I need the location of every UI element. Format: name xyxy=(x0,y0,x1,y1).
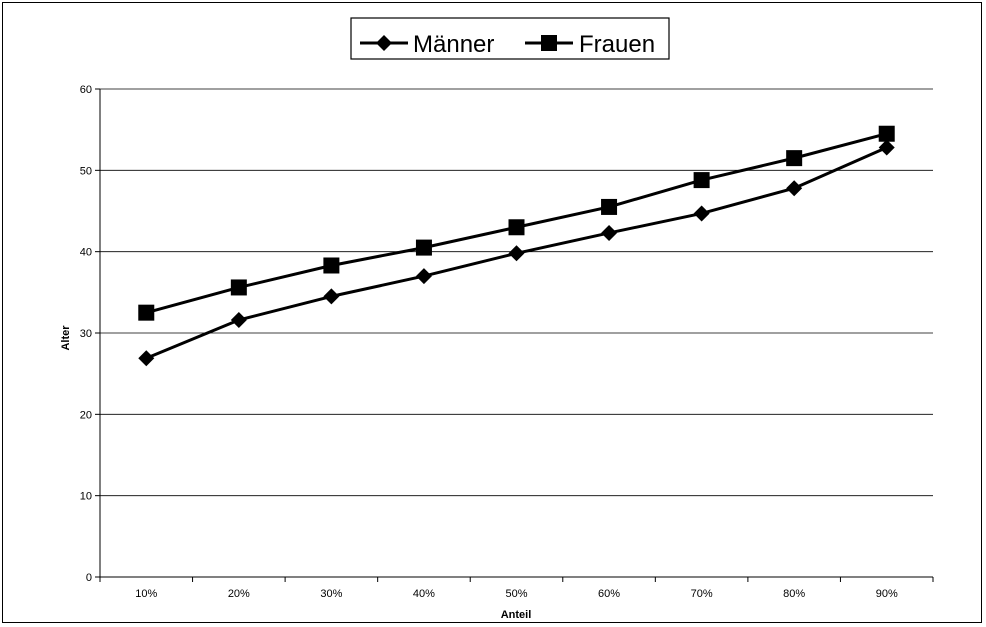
x-tick-label: 10% xyxy=(135,588,157,600)
series xyxy=(138,125,895,367)
data-point-diamond xyxy=(323,288,340,305)
data-point-square xyxy=(878,125,895,142)
series-diamond xyxy=(138,139,895,367)
x-tick-label: 20% xyxy=(228,588,250,600)
legend-marker-square xyxy=(541,35,557,51)
data-point-diamond xyxy=(786,180,803,197)
y-tick-label: 50 xyxy=(80,165,92,177)
y-tick-label: 30 xyxy=(80,328,92,340)
data-point-diamond xyxy=(508,245,525,262)
legend-marker-diamond xyxy=(376,35,392,51)
legend-label-frauen: Frauen xyxy=(579,31,655,58)
data-point-diamond xyxy=(601,224,618,241)
legend: Männer Frauen xyxy=(350,17,670,60)
y-axis-title: Alter xyxy=(60,325,72,351)
data-point-square xyxy=(323,257,340,274)
y-tick-label: 40 xyxy=(80,247,92,259)
y-tick-label: 10 xyxy=(80,491,92,503)
x-tick-label: 40% xyxy=(413,588,435,600)
data-point-diamond xyxy=(415,268,432,285)
data-point-diamond xyxy=(138,350,155,367)
x-axis-title: Anteil xyxy=(501,609,532,621)
data-point-square xyxy=(693,172,710,189)
data-point-diamond xyxy=(693,205,710,222)
x-tick-label: 90% xyxy=(876,588,898,600)
x-tick-label: 50% xyxy=(505,588,527,600)
data-point-diamond xyxy=(230,311,247,328)
series-square xyxy=(138,125,895,321)
data-point-diamond xyxy=(878,139,895,156)
data-point-square xyxy=(786,150,803,167)
data-point-square xyxy=(230,279,247,296)
data-point-square xyxy=(138,304,155,321)
x-tick-label: 60% xyxy=(598,588,620,600)
x-tick-label: 70% xyxy=(691,588,713,600)
y-tick-label: 0 xyxy=(86,572,92,584)
y-tick-label: 60 xyxy=(80,84,92,96)
grid-lines xyxy=(100,88,933,497)
y-tick-label: 20 xyxy=(80,409,92,421)
x-tick-label: 30% xyxy=(320,588,342,600)
legend-label-maenner: Männer xyxy=(413,31,494,58)
data-point-square xyxy=(508,219,525,236)
data-point-square xyxy=(415,239,432,256)
legend-box xyxy=(350,17,670,60)
x-tick-label: 80% xyxy=(783,588,805,600)
axes: 0 10 20 30 40 50 60 10% 20% 30% 40% 50% 60% 70% 80% 90% xyxy=(80,84,934,600)
data-point-square xyxy=(601,198,618,215)
